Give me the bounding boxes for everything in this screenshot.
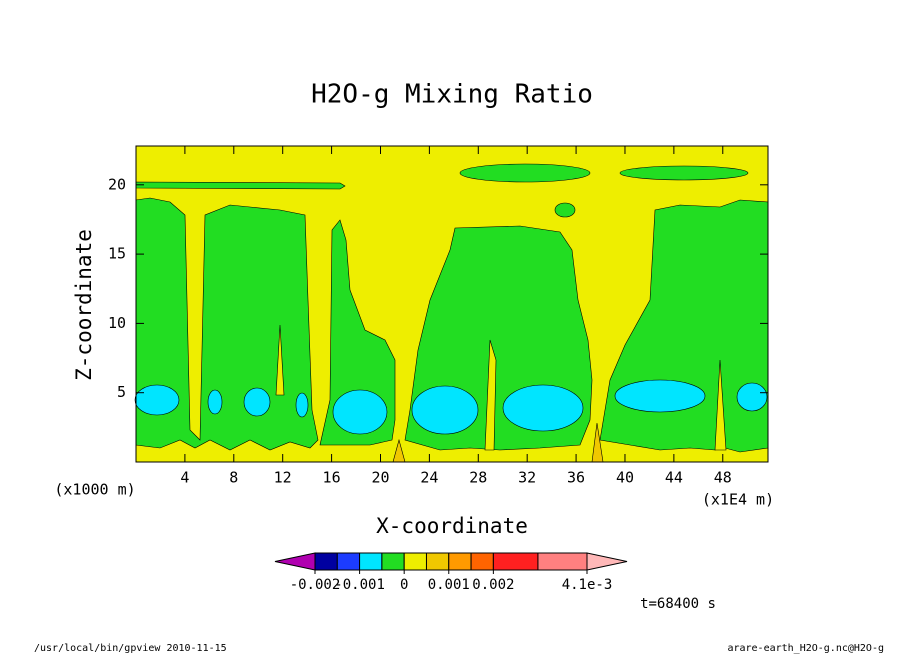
x-tick-label: 44 [665, 469, 683, 487]
y-unit-label: (x1000 m) [54, 481, 135, 499]
x-tick-label: 12 [274, 469, 292, 487]
colorbar-tick-label: -0.001 [334, 577, 385, 593]
colorbar-under [274, 552, 316, 571]
contour-field [134, 145, 769, 463]
footer-left: /usr/local/bin/gpview 2010-11-15 [34, 643, 227, 654]
colorbar-over [586, 552, 628, 571]
colorbar-box [448, 552, 472, 571]
x-tick-label: 4 [180, 469, 189, 487]
colorbar-box [492, 552, 539, 571]
x-tick-label: 8 [229, 469, 238, 487]
x-tick-label: 20 [371, 469, 389, 487]
y-tick-label: 5 [117, 383, 126, 401]
colorbar-box [470, 552, 494, 571]
y-tick-label: 10 [108, 314, 126, 332]
x-tick-label: 40 [616, 469, 634, 487]
colorbar-box [403, 552, 427, 571]
x-tick-label: 36 [567, 469, 585, 487]
colorbar-box [537, 552, 588, 571]
colorbar-box [314, 552, 338, 571]
chart-title: H2O-g Mixing Ratio [311, 80, 593, 110]
y-axis-label: Z-coordinate [72, 229, 96, 381]
x-tick-label: 16 [323, 469, 341, 487]
x-unit-label: (x1E4 m) [702, 491, 774, 509]
x-tick-label: 24 [420, 469, 438, 487]
x-axis-label: X-coordinate [376, 514, 528, 538]
colorbar-tick-label: 0.001 [428, 577, 470, 593]
colorbar-tick-label: -0.002 [290, 577, 341, 593]
colorbar-tick-label: 0.002 [472, 577, 514, 593]
colorbar-tick-label: 0 [400, 577, 408, 593]
y-tick-label: 20 [108, 175, 126, 193]
footer-right: arare-earth_H2O-g.nc@H2O-g [727, 643, 884, 654]
time-label: t=68400 s [640, 596, 716, 612]
colorbar-box [359, 552, 383, 571]
x-tick-label: 32 [518, 469, 536, 487]
colorbar-tick-label: 4.1e-3 [562, 577, 613, 593]
colorbar-box [336, 552, 361, 571]
x-tick-label: 48 [714, 469, 732, 487]
colorbar-box [425, 552, 450, 571]
y-tick-label: 15 [108, 245, 126, 263]
x-tick-label: 28 [469, 469, 487, 487]
colorbar-box [381, 552, 405, 571]
